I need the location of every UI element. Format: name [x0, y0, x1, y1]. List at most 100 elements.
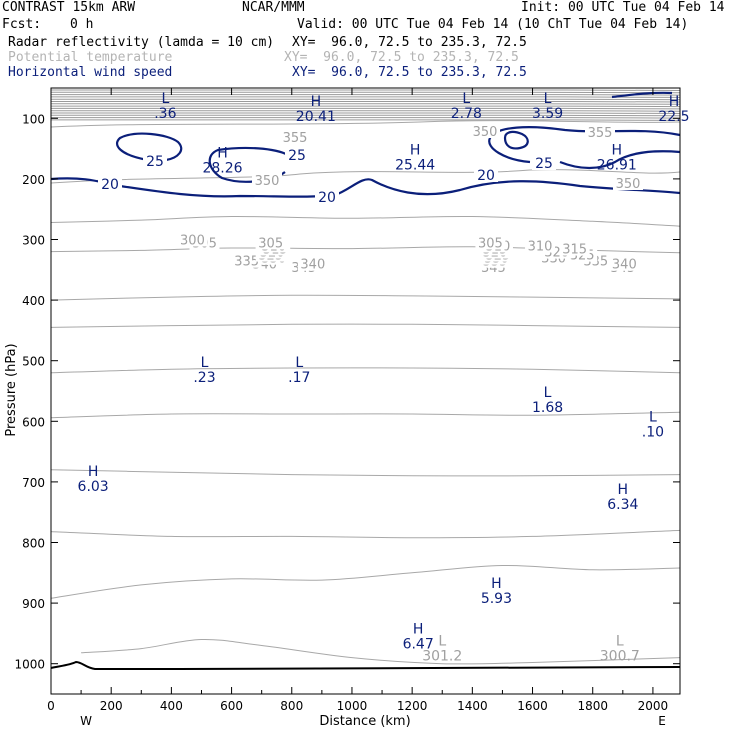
theta-contour-335	[50, 294, 681, 301]
extremum-value: 1.68	[532, 400, 563, 416]
organization: NCAR/MMM	[242, 0, 305, 15]
wind-extremum-low: L3.59	[532, 91, 563, 122]
x-tick-label: 1400	[457, 699, 488, 713]
upper-theta-line	[50, 98, 681, 101]
field-theta-name: Potential temperature	[8, 50, 173, 65]
wind-extremum-high: H25.44	[395, 143, 435, 174]
upper-theta-line	[50, 100, 681, 103]
theta-label-mask	[297, 255, 328, 271]
extremum-letter: H	[612, 143, 623, 159]
theta-contour-label: 300	[180, 234, 205, 249]
extremum-letter: H	[311, 94, 322, 110]
extremum-letter: H	[413, 621, 424, 637]
wind-extremum-high: H28.26	[202, 146, 242, 177]
plot-frame	[50, 87, 681, 695]
theta-contour-label: 310	[528, 240, 553, 255]
wind-label-mask	[474, 167, 498, 182]
upper-theta-line	[50, 112, 681, 114]
theta-contour-label: 350	[473, 125, 498, 140]
x-tick-label: 600	[220, 699, 243, 713]
wind-extremum-high: H22.5	[658, 94, 689, 125]
extremum-letter: L	[295, 355, 303, 371]
extremum-value: 5.93	[481, 591, 512, 607]
theta-contour-label: 335	[234, 255, 259, 270]
valid-time: Valid: 00 UTC Tue 04 Feb 14 (10 ChT Tue …	[297, 17, 689, 32]
theta-contour-345	[50, 215, 681, 227]
x-tick-label: 1200	[397, 699, 428, 713]
x-tick-label: 1800	[577, 699, 608, 713]
theta-contour-300	[81, 638, 681, 665]
theta-contour-label: 340	[300, 258, 325, 273]
wind-extremum-low: L1.68	[532, 385, 563, 416]
wind-extremum-low: L.17	[288, 355, 310, 386]
extremum-letter: L	[462, 91, 470, 107]
y-tick-label: 900	[22, 597, 45, 611]
y-tick-label: 1000	[14, 658, 45, 672]
field-theta-xy: XY= 96.0, 72.5 to 235.3, 72.5	[284, 50, 519, 65]
x-tick-label: 1000	[337, 699, 368, 713]
theta-label-mask	[470, 123, 500, 138]
wind-contour-label: 25	[288, 148, 306, 164]
extremum-letter: H	[669, 94, 680, 110]
upper-theta-line	[50, 114, 681, 117]
extremum-value: 28.26	[202, 161, 242, 177]
wind-contour-label: 20	[477, 168, 495, 184]
theta-contour-label: 355	[588, 126, 613, 141]
upper-theta-line	[50, 105, 681, 108]
upper-theta-line	[50, 96, 681, 98]
y-tick-label: 800	[22, 537, 45, 551]
theta-contour-310	[50, 529, 681, 539]
theta-contour-label: 305	[478, 237, 503, 252]
field-reflectivity-name: Radar reflectivity (lamda = 10 cm)	[8, 35, 275, 50]
forecast-hour: 0 h	[70, 17, 94, 32]
upper-theta-contours	[50, 89, 681, 184]
wind-extremum-high: H26.91	[597, 143, 637, 174]
wind-extremum-high: H5.93	[481, 576, 512, 607]
extremum-letter: L	[161, 91, 169, 107]
extremum-value: 6.47	[403, 636, 434, 652]
wind-contour-25-right-tail	[559, 150, 681, 170]
theta-label-mask	[177, 231, 208, 247]
model-name: CONTRAST 15km ARW	[2, 0, 136, 15]
extremum-letter: H	[491, 576, 502, 592]
theta-label-mask	[280, 129, 310, 144]
wind-contours	[50, 91, 681, 198]
wind-label-mask	[285, 147, 309, 162]
axes: 0 200 400 600 800 1000 1200 1400 1600 1800 2000 100…	[4, 88, 680, 729]
extremum-value: 301.2	[422, 649, 462, 665]
y-tick-label: 300	[22, 234, 45, 248]
wind-contour-label: 20	[101, 177, 119, 193]
wind-extremum-low: L.36	[154, 91, 176, 122]
extremum-value: 300.7	[600, 649, 640, 665]
wind-extremum-high: H6.47	[403, 621, 434, 652]
theta-contour-315	[50, 469, 681, 477]
y-tick-label: 100	[22, 112, 45, 126]
upper-theta-line	[50, 89, 681, 91]
forecast-label: Fcst:	[2, 17, 42, 32]
y-tick-label: 200	[22, 173, 45, 187]
wind-contour-20	[50, 177, 681, 198]
extremum-value: 22.5	[658, 109, 689, 125]
extremum-value: 3.59	[532, 106, 563, 122]
extremum-letter: L	[544, 385, 552, 401]
theta-contour-label: 315	[562, 243, 587, 258]
wind-contour-top-right	[611, 91, 673, 99]
extremum-letter: H	[618, 482, 629, 498]
extremum-value: .10	[642, 424, 664, 440]
extremum-letter: L	[438, 634, 446, 650]
field-wind-xy: XY= 96.0, 72.5 to 235.3, 72.5	[292, 65, 527, 80]
wind-extremum-high: H6.03	[78, 464, 109, 495]
theta-label-mask	[252, 172, 282, 187]
theta-contour-label: 350	[255, 174, 280, 189]
theta-label-mask	[613, 175, 643, 190]
x-tick-label: 400	[160, 699, 183, 713]
wind-contour-label: 25	[146, 154, 164, 170]
extremum-letter: H	[88, 464, 99, 480]
extremum-letter: H	[217, 146, 228, 162]
extremum-letter: L	[616, 634, 624, 650]
theta-contour-label: 350	[616, 177, 641, 192]
x-tick-label: 200	[100, 699, 123, 713]
wind-contour-label: 25	[535, 156, 553, 172]
extremum-letter: L	[201, 355, 209, 371]
